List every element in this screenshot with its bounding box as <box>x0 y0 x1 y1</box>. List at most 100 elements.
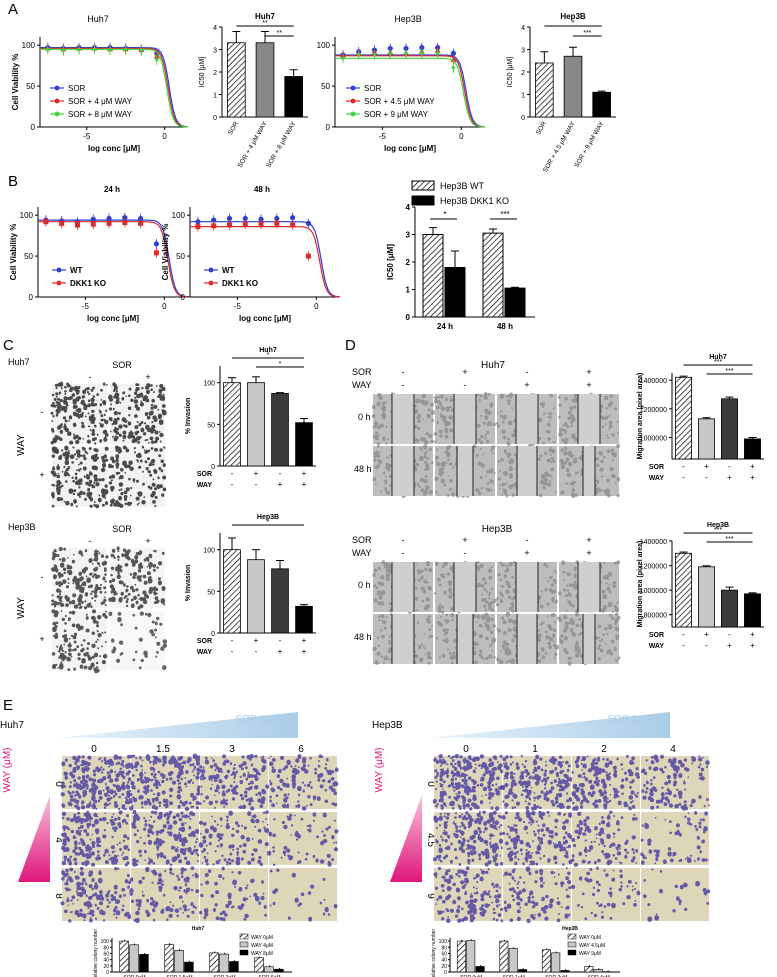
cell-dots <box>433 866 504 924</box>
d-label-huh7: Huh7 <box>481 360 505 371</box>
y-tick-label: 1400000 <box>640 378 667 385</box>
legend-swatch <box>567 933 577 940</box>
d-sign: + <box>586 548 591 558</box>
sig-label: * <box>267 519 270 526</box>
d-sor-row: SOR <box>352 535 372 545</box>
bar <box>444 267 466 318</box>
sor-sign: - <box>682 630 685 639</box>
c-label-sor: SOR <box>112 360 132 370</box>
d-way-row: WAY <box>352 548 372 558</box>
data-point: ▾ <box>435 48 440 58</box>
way-row-label: WAY <box>649 475 665 482</box>
y-tick-label: 100 <box>101 939 110 945</box>
legend-marker <box>208 267 214 273</box>
data-point <box>258 221 264 227</box>
cell-dots <box>557 612 621 666</box>
x-tick-label: 0 <box>162 302 167 311</box>
y-tick-label: 100 <box>22 41 36 50</box>
x-tick-label: -5 <box>82 302 90 311</box>
data-point <box>122 220 128 226</box>
d-time-48: 48 h <box>354 632 372 642</box>
bar <box>284 76 303 118</box>
e-cell-line: Hep3B <box>372 720 403 731</box>
y-tick-label: 50 <box>207 589 215 596</box>
y-axis-label: % Invasion <box>185 398 192 435</box>
cell-dots <box>501 809 573 866</box>
data-point: ▾ <box>108 45 113 55</box>
e-hep3b-tile-texture <box>571 754 640 811</box>
c-label-hep3b: Hep3B <box>8 522 36 532</box>
bar <box>466 940 476 973</box>
sor-wedge <box>430 712 670 738</box>
cell-dots <box>268 754 339 811</box>
d-hep3b-tile-texture <box>495 561 558 613</box>
way-row-label: WAY <box>197 649 213 656</box>
wound-gap <box>517 614 537 664</box>
bar <box>698 418 715 460</box>
x-tick-label: SOR 3μM <box>213 975 235 977</box>
legend-label: WAY 8μM <box>251 951 273 957</box>
sor-sign: - <box>728 630 731 639</box>
cell-dots <box>129 866 200 924</box>
data-point <box>211 223 217 229</box>
y-tick-label: 1 <box>406 286 411 295</box>
bar <box>229 961 239 973</box>
sor-wedge <box>58 712 298 738</box>
e-huh7-tile-texture <box>269 868 338 922</box>
y-tick-label: 1 <box>521 93 525 100</box>
cell-dots <box>557 392 620 445</box>
wound-gap <box>392 614 414 664</box>
y-tick-label: 50 <box>26 82 35 91</box>
data-point <box>74 222 80 228</box>
cell-dots <box>432 753 504 812</box>
data-point: ▾ <box>61 46 66 56</box>
way-dose: 0 <box>53 781 64 787</box>
legend-label: SOR + 4.5 μM WAY <box>364 97 435 106</box>
y-tick-label: 40 <box>103 958 109 964</box>
wound-gap <box>517 446 537 496</box>
way-row-label: WAY <box>197 482 213 489</box>
way-sign: - <box>705 473 708 482</box>
legend-label: SOR <box>68 84 86 93</box>
sig-label: *** <box>500 210 509 219</box>
data-point: ▾ <box>420 48 425 58</box>
y-tick-label: 0 <box>211 464 215 471</box>
e-cell-line: Huh7 <box>0 720 24 731</box>
fit-curve <box>190 226 341 298</box>
d-sign: + <box>586 380 591 390</box>
bar <box>139 954 149 973</box>
bar <box>499 940 509 973</box>
d-sign: - <box>526 367 529 377</box>
bar <box>174 950 184 973</box>
y-tick-label: 100 <box>203 548 215 555</box>
sor-sign: + <box>750 630 755 639</box>
bar <box>721 398 738 460</box>
bar <box>475 966 485 973</box>
y-tick-label: 800000 <box>644 613 667 620</box>
y-tick-label: 60 <box>441 951 447 957</box>
d-hep3b-tile-texture <box>496 611 559 665</box>
legend-label: SOR + 8 μM WAY <box>68 110 133 119</box>
data-point <box>305 220 312 226</box>
sor-sign: + <box>254 469 259 478</box>
cell-dots <box>571 754 640 811</box>
bar <box>295 605 313 634</box>
bar <box>209 952 219 973</box>
fit-curve <box>335 55 486 128</box>
x-tick-label: SOR + 8 μM WAY <box>265 120 297 169</box>
sor-sign: - <box>728 462 731 471</box>
data-point <box>59 220 65 226</box>
x-tick-label: 24 h <box>437 322 453 331</box>
cell-dots <box>432 810 504 867</box>
y-tick-label: 4 <box>406 203 411 212</box>
fit-curve <box>335 57 486 128</box>
x-tick-label: SOR + 9 μM WAY <box>573 120 605 169</box>
y-tick-label: 1000000 <box>640 436 667 443</box>
x-tick-label: SOR + 4 μM WAY <box>237 120 269 169</box>
data-point <box>274 220 280 226</box>
cell-dots <box>199 866 267 922</box>
d-sign: - <box>464 548 467 558</box>
y-tick-label: 50 <box>321 82 330 91</box>
data-point <box>138 220 144 226</box>
